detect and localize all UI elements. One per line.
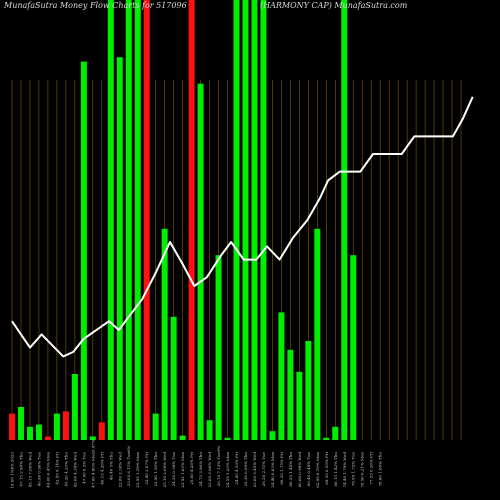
x-tick-note: 6% — [126, 445, 131, 452]
money-flow-bar-up — [296, 371, 303, 440]
chart-title-right: (HARMONY CAP) MunafaSutra.com — [260, 1, 408, 10]
money-flow-bar-up — [161, 228, 168, 440]
money-flow-bar-up — [107, 0, 114, 440]
x-tick-label: 47.00 0.5% Tue — [81, 451, 86, 483]
money-flow-bar-up — [152, 413, 159, 440]
money-flow-bar-up — [125, 0, 132, 440]
x-tick-label: 66.25 1.44% Thu — [288, 452, 293, 487]
x-tick-label: 78.95 1.72% Tue — [351, 451, 356, 486]
money-flow-bar-up — [287, 349, 294, 440]
money-flow-bar-up — [332, 426, 339, 440]
x-tick-note: 5.47% — [90, 439, 95, 452]
x-tick-label: 62.95 6.19% Mon — [315, 452, 320, 488]
money-flow-bar-up — [260, 0, 267, 440]
money-flow-bar-up — [197, 83, 204, 440]
x-tick-label: 69.55 6.55% Fri — [324, 451, 329, 484]
money-flow-bar-up — [89, 436, 96, 440]
x-tick-label: 46.15 4.20% Fri — [99, 451, 104, 484]
x-tick-note: 9% — [216, 445, 221, 452]
x-tick-label: 25.10 2.69% Wed — [162, 452, 167, 488]
money-flow-bar-up — [179, 435, 186, 440]
money-flow-bar-down — [62, 411, 69, 440]
x-tick-label: 25.30 6.09% Thu — [243, 452, 248, 487]
x-tick-label: 66.35 1.75% Fri — [279, 451, 284, 484]
x-tick-label: 76.50 0.21% Mon — [360, 452, 365, 488]
money-flow-bar-up — [341, 0, 348, 440]
x-tick-label: 23.05 6.11% Tue — [126, 451, 131, 486]
x-tick-label: 40.90 0.96% Tue — [36, 451, 41, 486]
money-flow-bar-down — [143, 0, 150, 440]
x-tick-label: 26.20 2.51% Tue — [261, 451, 266, 486]
x-tick-label: 23.00 3.88% Wed — [207, 452, 212, 488]
x-tick-label: 23.00 5.45% Wed — [252, 452, 257, 488]
money-flow-bar-up — [17, 407, 24, 440]
x-tick-label: 23.90 1.50% Thu — [153, 452, 158, 487]
money-flow-bar-up — [233, 0, 240, 440]
x-tick-label: 24.60 4.53% Fri — [234, 451, 239, 484]
money-flow-bar-up — [170, 316, 177, 440]
x-tick-label: 24.40 0.63% Mon — [270, 452, 275, 488]
x-tick-label: 74.40 1.79% Wed — [342, 452, 347, 488]
x-tick-label: 42.45 9.14% Fri — [54, 451, 59, 484]
money-flow-bar-up — [116, 57, 123, 440]
money-flow-bar-up — [350, 255, 357, 440]
x-tick-label: 66.40 0.44% Tue — [306, 451, 311, 486]
x-tick-label: 25.60 4.26% Fri — [189, 451, 194, 484]
x-tick-label: 45.15 7.88% Wed — [27, 452, 32, 488]
x-tick-label: 23.92 1.63% Mon — [180, 452, 185, 488]
money-flow-bar-up — [305, 341, 312, 440]
money-flow-bar-up — [269, 431, 276, 440]
x-tick-label: 45.20 4.33% Thu — [63, 452, 68, 487]
x-tick-label: 77.55 0.26% Fri — [369, 451, 374, 484]
money-flow-bar-up — [26, 426, 33, 440]
x-tick-label: 23.40 3.07% Fri — [144, 451, 149, 484]
money-flow-bar-down — [188, 0, 195, 440]
x-tick-label: 24.20 0.58% Tue — [171, 451, 176, 486]
x-tick-label: 78.60 1.08% Thu — [378, 452, 383, 487]
x-tick-label: 46.40 5% Thu — [108, 452, 113, 481]
money-flow-bars — [9, 0, 357, 440]
money-flow-bar-up — [215, 255, 222, 440]
x-tick-label: 22.80 2.38% Wed — [117, 452, 122, 488]
x-tick-label: 43.00 4.34% Wed — [72, 452, 77, 488]
x-tick-label: 44.60 6.45% Mon — [45, 452, 50, 488]
money-flow-bar-up — [224, 437, 231, 440]
money-flow-bar-up — [323, 437, 330, 440]
money-flow-bar-up — [242, 0, 249, 440]
x-tick-labels: 16.00 1%Fri 2023 47.15 2.94% Thu 45.15 7.8… — [10, 439, 383, 488]
x-tick-label: 60.60 0.99% Wed — [297, 452, 302, 488]
x-tick-label: 47.15 2.94% Thu — [18, 452, 23, 487]
x-tick-label: 26.10 7.13% Tue — [216, 451, 221, 486]
money-flow-bar-up — [134, 0, 141, 440]
money-flow-bar-down — [44, 436, 51, 440]
price-line — [11, 96, 474, 358]
money-flow-bar-up — [53, 413, 60, 440]
money-flow-bar-up — [35, 424, 42, 440]
x-tick-label: 66.15 1.42% Thu — [333, 452, 338, 487]
x-tick-label: 16.00 1%Fri 2023 — [10, 452, 15, 489]
x-tick-label: 23.95 1.59% Mon — [135, 452, 140, 488]
x-tick-label: 24.55 1.23% Mon — [225, 452, 230, 488]
money-flow-bar-up — [278, 312, 285, 440]
money-flow-bar-up — [71, 374, 78, 440]
money-flow-bar-up — [206, 420, 213, 440]
money-flow-bar-up — [80, 61, 87, 440]
money-flow-bar-up — [314, 228, 321, 440]
x-tick-label: 47.00 4.80% Mon — [90, 452, 95, 488]
money-flow-bar-down — [9, 413, 15, 440]
money-flow-bar-down — [98, 422, 105, 440]
money-flow-bar-up — [251, 0, 258, 440]
chart-title-left: MunafaSutra Money Flow Charts for 517096 — [3, 1, 187, 10]
x-tick-label: 24.75 3.96% Thu — [198, 452, 203, 487]
